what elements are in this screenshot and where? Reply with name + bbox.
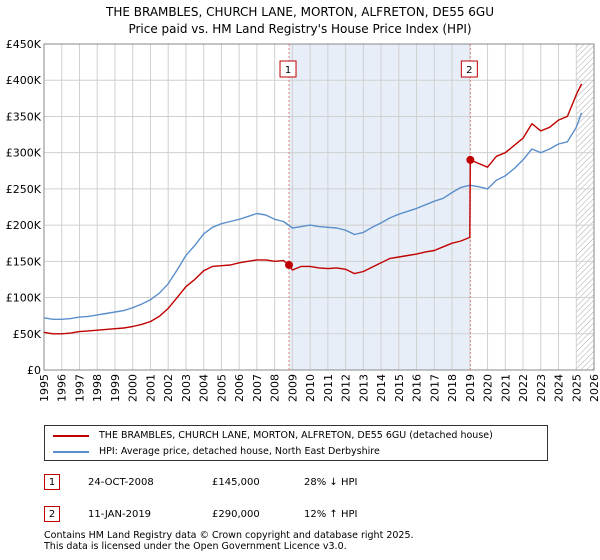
sale-marker-label: 1 bbox=[44, 474, 60, 490]
legend-swatch-property bbox=[53, 434, 89, 437]
x-tick-label: 2025 bbox=[570, 374, 583, 402]
y-tick-label: £100K bbox=[6, 292, 42, 305]
property-price-line bbox=[43, 83, 583, 335]
x-tick-label: 2024 bbox=[553, 374, 566, 402]
sale-point bbox=[466, 155, 475, 164]
x-tick-label: 2014 bbox=[375, 374, 388, 402]
x-tick-label: 2021 bbox=[499, 374, 512, 402]
x-tick-label: 1998 bbox=[91, 374, 104, 402]
y-tick-label: £450K bbox=[6, 38, 42, 51]
footer-licence: This data is licensed under the Open Gov… bbox=[44, 541, 347, 552]
hpi-line bbox=[43, 112, 583, 320]
x-tick-label: 2004 bbox=[198, 374, 211, 402]
y-tick-label: £0 bbox=[27, 364, 41, 377]
x-tick-label: 2015 bbox=[393, 374, 406, 402]
x-tick-label: 2026 bbox=[588, 374, 600, 402]
legend-swatch-hpi bbox=[53, 450, 89, 453]
x-tick-label: 1999 bbox=[109, 374, 122, 402]
sale-price: £290,000 bbox=[212, 509, 260, 520]
x-tick-label: 2022 bbox=[517, 374, 530, 402]
y-tick-label: £50K bbox=[13, 328, 42, 341]
x-tick-label: 2012 bbox=[340, 374, 353, 402]
sale-date: 11-JAN-2019 bbox=[88, 509, 152, 520]
sale-price: £145,000 bbox=[212, 477, 260, 488]
y-tick-label: £150K bbox=[6, 255, 42, 268]
sale-hpi-diff: 12% ↑ HPI bbox=[304, 509, 358, 520]
price-chart: £0 £50K £100K £150K £200K £250K £300K £350K £400… bbox=[6, 38, 600, 402]
x-tick-label: 2009 bbox=[286, 374, 299, 402]
footer-copyright: Contains HM Land Registry data © Crown c… bbox=[44, 530, 414, 541]
x-tick-label: 2008 bbox=[269, 374, 282, 402]
legend-item-property: THE BRAMBLES, CHURCH LANE, MORTON, ALFRE… bbox=[53, 428, 493, 444]
x-tick-label: 2013 bbox=[357, 374, 370, 402]
y-tick-label: £400K bbox=[6, 74, 42, 87]
sale-date: 24-OCT-2008 bbox=[88, 477, 154, 488]
sale-label-box bbox=[460, 60, 478, 78]
x-tick-label: 2011 bbox=[322, 374, 335, 402]
x-tick-label: 2019 bbox=[464, 374, 477, 402]
chart-title: THE BRAMBLES, CHURCH LANE, MORTON, ALFRE… bbox=[105, 5, 494, 19]
x-tick-label: 2002 bbox=[162, 374, 175, 402]
x-tick-label: 2000 bbox=[127, 374, 140, 402]
legend-item-hpi: HPI: Average price, detached house, Nort… bbox=[53, 444, 380, 460]
x-tick-label: 1995 bbox=[38, 374, 51, 402]
sale-label-box bbox=[279, 60, 297, 78]
sale-label-text: 1 bbox=[285, 65, 291, 76]
x-tick-label: 2001 bbox=[144, 374, 157, 402]
x-tick-label: 2016 bbox=[411, 374, 424, 402]
x-tick-label: 2010 bbox=[304, 374, 317, 402]
forecast-hatch bbox=[576, 44, 594, 370]
x-tick-label: 2018 bbox=[446, 374, 459, 402]
x-tick-label: 2007 bbox=[251, 374, 264, 402]
y-tick-label: £350K bbox=[6, 110, 42, 123]
y-tick-label: £200K bbox=[6, 219, 42, 232]
y-tick-label: £300K bbox=[6, 147, 42, 160]
legend: THE BRAMBLES, CHURCH LANE, MORTON, ALFRE… bbox=[44, 425, 548, 461]
sale-point bbox=[285, 260, 294, 269]
x-tick-label: 2003 bbox=[180, 374, 193, 402]
legend-label-property: THE BRAMBLES, CHURCH LANE, MORTON, ALFRE… bbox=[99, 430, 493, 441]
chart-subtitle: Price paid vs. HM Land Registry's House … bbox=[128, 22, 472, 36]
footer: Contains HM Land Registry data © Crown c… bbox=[44, 530, 414, 552]
y-tick-label: £250K bbox=[6, 183, 42, 196]
sale-label-text: 2 bbox=[466, 65, 472, 76]
x-tick-label: 2017 bbox=[428, 374, 441, 402]
x-tick-label: 1996 bbox=[56, 374, 69, 402]
sale-hpi-diff: 28% ↓ HPI bbox=[304, 477, 358, 488]
plot-frame bbox=[43, 43, 595, 371]
x-tick-label: 2023 bbox=[535, 374, 548, 402]
chart-title-block: THE BRAMBLES, CHURCH LANE, MORTON, ALFRE… bbox=[0, 4, 600, 38]
x-tick-label: 2020 bbox=[482, 374, 495, 402]
sale-marker-label: 2 bbox=[44, 506, 60, 522]
x-tick-label: 2006 bbox=[233, 374, 246, 402]
sale-period-shade bbox=[289, 44, 471, 370]
legend-label-hpi: HPI: Average price, detached house, Nort… bbox=[99, 446, 380, 457]
x-tick-label: 1997 bbox=[73, 374, 86, 402]
x-tick-label: 2005 bbox=[215, 374, 228, 402]
